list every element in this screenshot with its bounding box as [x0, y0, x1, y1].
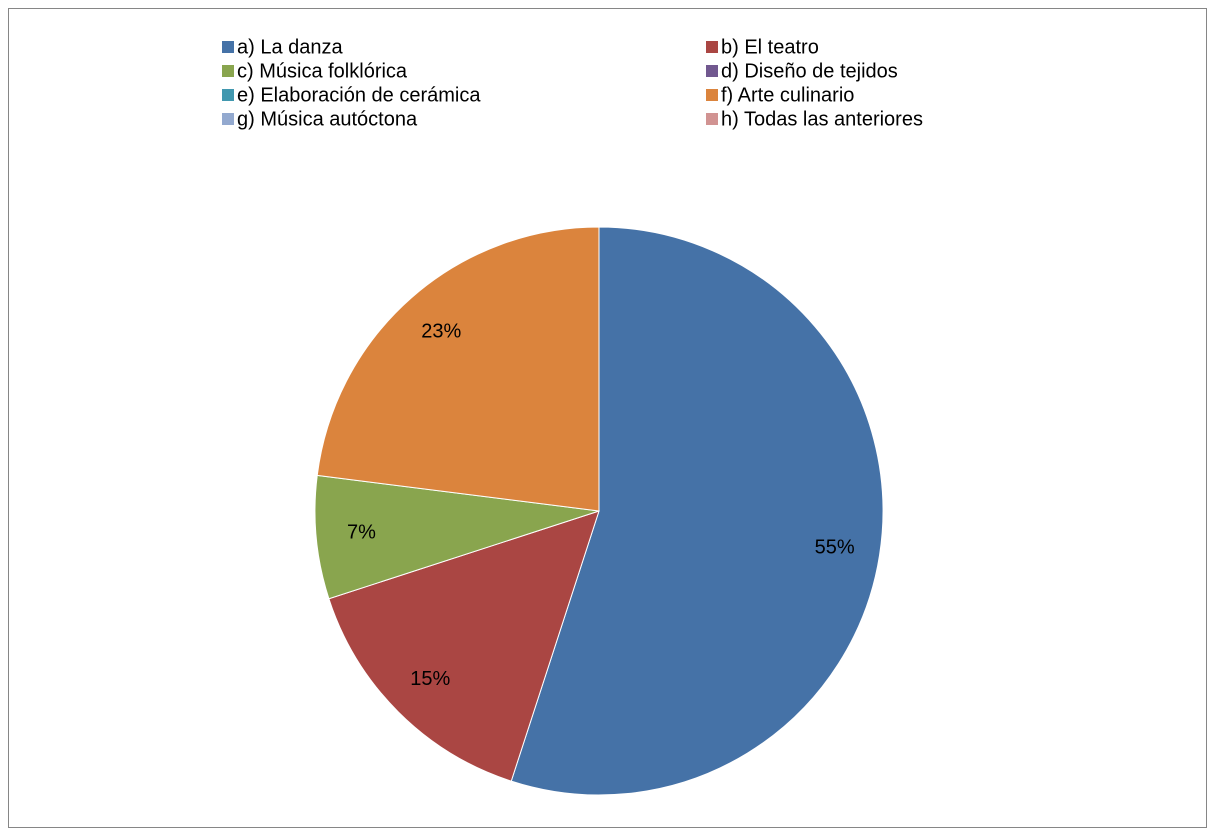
legend-swatch	[706, 41, 718, 53]
legend-swatch	[222, 41, 234, 53]
data-label: 7%	[347, 522, 376, 544]
data-label: 23%	[421, 320, 461, 342]
legend-swatch	[706, 113, 718, 125]
data-label: 55%	[815, 537, 855, 559]
legend-label: e) Elaboración de cerámica	[237, 84, 481, 106]
legend-swatch	[706, 65, 718, 77]
legend-swatch	[222, 113, 234, 125]
legend-swatch	[706, 89, 718, 101]
legend-label: b) El teatro	[721, 36, 819, 58]
legend-label: d) Diseño de tejidos	[721, 60, 898, 82]
pie-slice	[328, 510, 600, 782]
legend-swatch	[222, 89, 234, 101]
data-label: 15%	[410, 668, 450, 690]
legend-label: h) Todas las anteriores	[721, 108, 923, 130]
pie-slice	[510, 226, 884, 796]
legend-label: g) Música autóctona	[237, 108, 418, 130]
legend-label: c) Música folklórica	[237, 60, 408, 82]
legend-swatch	[222, 65, 234, 77]
pie-slice	[314, 474, 600, 600]
pie-slice	[316, 226, 600, 512]
legend-label: a) La danza	[237, 36, 344, 58]
legend-label: f) Arte culinario	[721, 84, 854, 106]
